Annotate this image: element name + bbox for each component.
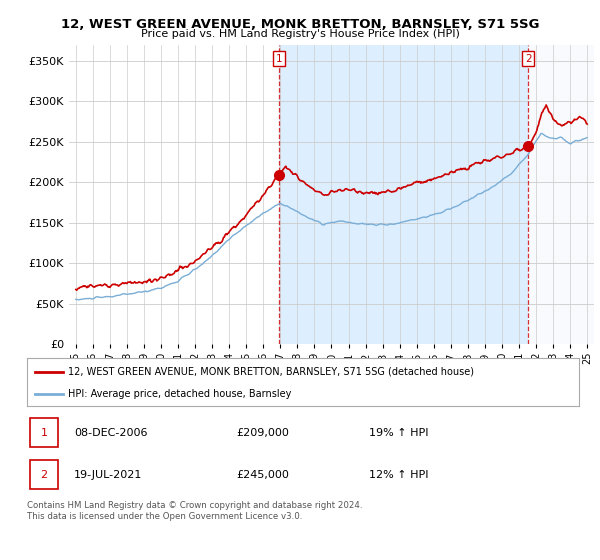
- Bar: [69, 45, 279, 344]
- FancyBboxPatch shape: [30, 460, 58, 489]
- Bar: [279, 45, 528, 344]
- Bar: [528, 45, 594, 344]
- Text: 12, WEST GREEN AVENUE, MONK BRETTON, BARNSLEY, S71 5SG (detached house): 12, WEST GREEN AVENUE, MONK BRETTON, BAR…: [68, 367, 475, 377]
- FancyBboxPatch shape: [30, 418, 58, 447]
- Text: Contains HM Land Registry data © Crown copyright and database right 2024.
This d: Contains HM Land Registry data © Crown c…: [27, 501, 362, 521]
- Text: 1: 1: [41, 428, 47, 437]
- Text: 08-DEC-2006: 08-DEC-2006: [74, 428, 148, 437]
- Text: 19% ↑ HPI: 19% ↑ HPI: [369, 428, 429, 437]
- Text: 19-JUL-2021: 19-JUL-2021: [74, 470, 142, 479]
- Text: £245,000: £245,000: [237, 470, 290, 479]
- Text: 12% ↑ HPI: 12% ↑ HPI: [369, 470, 429, 479]
- Text: £209,000: £209,000: [237, 428, 290, 437]
- Text: 2: 2: [525, 54, 532, 64]
- Text: 12, WEST GREEN AVENUE, MONK BRETTON, BARNSLEY, S71 5SG: 12, WEST GREEN AVENUE, MONK BRETTON, BAR…: [61, 18, 539, 31]
- Text: HPI: Average price, detached house, Barnsley: HPI: Average price, detached house, Barn…: [68, 389, 292, 399]
- Text: 2: 2: [41, 470, 47, 479]
- Text: Price paid vs. HM Land Registry's House Price Index (HPI): Price paid vs. HM Land Registry's House …: [140, 29, 460, 39]
- Text: 1: 1: [275, 54, 283, 64]
